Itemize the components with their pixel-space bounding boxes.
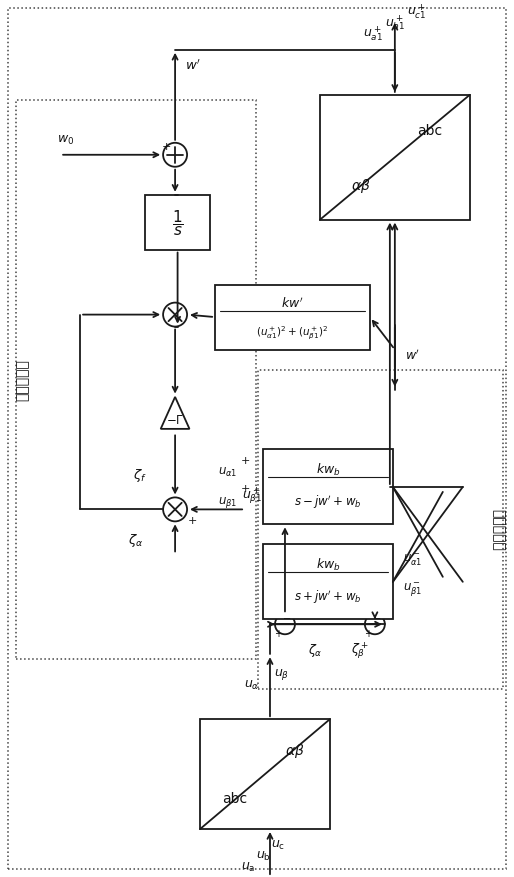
Circle shape — [275, 615, 295, 635]
Text: $u_{\alpha1}^-$: $u_{\alpha1}^-$ — [403, 552, 423, 567]
Bar — [215, 285, 370, 350]
Circle shape — [365, 615, 385, 635]
Circle shape — [163, 144, 187, 168]
Text: $+$: $+$ — [161, 141, 171, 152]
Text: $w^{\prime}$: $w^{\prime}$ — [405, 348, 420, 362]
Text: $u_\mathrm{c}$: $u_\mathrm{c}$ — [271, 838, 285, 851]
Text: $u_\beta$: $u_\beta$ — [274, 666, 289, 681]
Text: $\dfrac{1}{s}$: $\dfrac{1}{s}$ — [172, 208, 183, 238]
Text: $kw_b$: $kw_b$ — [316, 462, 340, 478]
Text: $\zeta_f$: $\zeta_f$ — [133, 467, 147, 483]
Bar — [263, 450, 393, 524]
Text: $+$: $+$ — [187, 514, 197, 525]
Text: $+$: $+$ — [274, 627, 284, 638]
Text: abc: abc — [417, 124, 442, 138]
Text: $u_{\beta1}^+$: $u_{\beta1}^+$ — [242, 484, 262, 505]
Text: $\zeta_\alpha$: $\zeta_\alpha$ — [127, 531, 143, 548]
Bar — [200, 719, 330, 829]
Text: 线性锁频环: 线性锁频环 — [15, 360, 29, 401]
Text: 滤波自适应: 滤波自适应 — [491, 509, 505, 551]
Text: $u_{a1}^+$: $u_{a1}^+$ — [363, 25, 383, 43]
Text: $u_{c1}^+$: $u_{c1}^+$ — [407, 3, 427, 21]
Text: $\zeta_\beta^+$: $\zeta_\beta^+$ — [351, 639, 369, 660]
Text: $w^{\prime}$: $w^{\prime}$ — [185, 59, 201, 73]
Text: $(u_{\alpha1}^+)^2+(u_{\beta1}^+)^2$: $(u_{\alpha1}^+)^2+(u_{\beta1}^+)^2$ — [256, 324, 328, 342]
Text: $-$: $-$ — [372, 611, 381, 622]
Text: $\alpha\beta$: $\alpha\beta$ — [351, 176, 370, 195]
Bar — [263, 545, 393, 619]
Text: $-$: $-$ — [282, 611, 291, 622]
Text: $+$: $+$ — [240, 454, 250, 466]
Text: $-\Gamma$: $-\Gamma$ — [166, 414, 184, 426]
Text: $u_{b1}^+$: $u_{b1}^+$ — [385, 13, 405, 32]
Text: $s+jw^{\prime}+w_b$: $s+jw^{\prime}+w_b$ — [294, 588, 362, 605]
Bar — [16, 101, 256, 660]
Circle shape — [163, 498, 187, 522]
Text: $u_{\alpha1}$: $u_{\alpha1}$ — [218, 466, 237, 479]
Text: $u_\alpha$: $u_\alpha$ — [244, 678, 260, 691]
Bar — [320, 96, 470, 220]
Text: $kw^{\prime}$: $kw^{\prime}$ — [281, 296, 304, 310]
Text: $u_{\beta1}^-$: $u_{\beta1}^-$ — [403, 581, 423, 598]
Text: $+$: $+$ — [364, 627, 373, 638]
Circle shape — [163, 303, 187, 327]
Text: $\zeta_\alpha$: $\zeta_\alpha$ — [308, 641, 322, 658]
Text: $+$: $+$ — [240, 482, 250, 494]
Bar — [145, 196, 210, 250]
Polygon shape — [161, 397, 190, 430]
Text: $u_{\beta1}$: $u_{\beta1}$ — [218, 495, 237, 510]
Text: $u_\mathrm{b}$: $u_\mathrm{b}$ — [255, 849, 270, 861]
Bar — [258, 370, 503, 689]
Text: abc: abc — [223, 791, 248, 805]
Text: $\alpha\beta$: $\alpha\beta$ — [285, 741, 305, 759]
Text: $u_\mathrm{a}$: $u_\mathrm{a}$ — [241, 859, 255, 873]
Text: $s-jw^{\prime}+w_b$: $s-jw^{\prime}+w_b$ — [294, 493, 362, 510]
Text: $w_0$: $w_0$ — [57, 134, 74, 147]
Text: $kw_b$: $kw_b$ — [316, 557, 340, 573]
